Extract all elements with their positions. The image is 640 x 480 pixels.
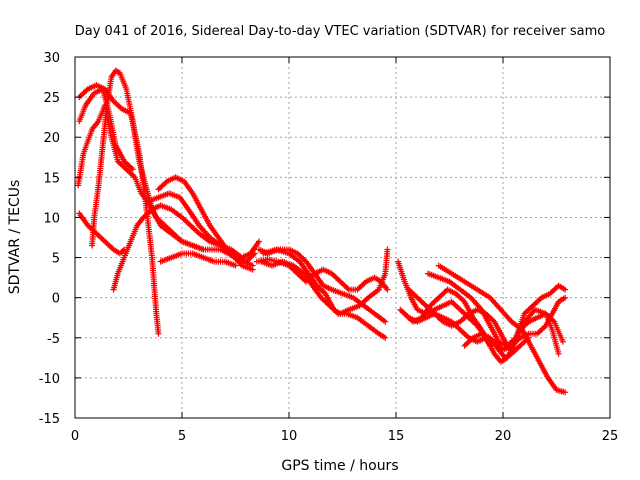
series-markers bbox=[435, 262, 569, 396]
series-arc-19 bbox=[461, 330, 532, 361]
y-tick-label: 30 bbox=[43, 51, 60, 66]
x-tick-label: 0 bbox=[71, 429, 79, 444]
x-tick-label: 25 bbox=[602, 429, 619, 444]
series-line bbox=[78, 83, 160, 334]
chart-title: Day 041 of 2016, Sidereal Day-to-day VTE… bbox=[75, 24, 606, 39]
data-series bbox=[75, 67, 569, 396]
x-tick-label: 15 bbox=[388, 429, 405, 444]
y-tick-label: 0 bbox=[52, 292, 60, 307]
series-line bbox=[438, 264, 566, 394]
y-tick-label: -5 bbox=[47, 332, 60, 347]
y-tick-label: 20 bbox=[43, 131, 60, 146]
y-tick-label: -15 bbox=[39, 412, 60, 427]
series-line bbox=[427, 272, 560, 355]
plot-frame bbox=[74, 56, 611, 419]
x-axis-label: GPS time / hours bbox=[281, 458, 398, 474]
y-tick-label: 5 bbox=[52, 252, 60, 267]
series-line bbox=[463, 332, 530, 360]
series-arc-17 bbox=[425, 270, 562, 357]
series-arc-8 bbox=[144, 190, 256, 273]
x-tick-label: 5 bbox=[178, 429, 186, 444]
y-tick-label: 15 bbox=[43, 171, 60, 186]
x-tick-label: 20 bbox=[495, 429, 512, 444]
y-tick-label: 25 bbox=[43, 91, 60, 106]
series-line bbox=[260, 260, 386, 339]
series-arc-13 bbox=[253, 256, 391, 293]
series-arc-12 bbox=[260, 246, 391, 317]
series-line bbox=[408, 284, 566, 352]
series-arc-18 bbox=[435, 262, 569, 396]
series-arc-5 bbox=[76, 210, 128, 257]
series-arc-6 bbox=[110, 202, 262, 293]
series-markers bbox=[110, 202, 262, 293]
y-tick-labels: -15 -10 -5 0 5 10 15 20 25 30 bbox=[39, 51, 60, 427]
series-line bbox=[256, 258, 389, 291]
series-line bbox=[112, 204, 260, 290]
series-arc-20 bbox=[401, 286, 494, 349]
series-line bbox=[403, 288, 492, 347]
y-axis-label: SDTVAR / TECUs bbox=[7, 180, 23, 295]
series-line bbox=[160, 252, 236, 267]
series-line bbox=[78, 212, 125, 255]
series-arc-4 bbox=[89, 67, 258, 265]
x-tick-labels: 0 5 10 15 20 25 bbox=[71, 429, 618, 444]
series-line bbox=[147, 192, 253, 271]
axis-ticks bbox=[74, 56, 611, 419]
y-tick-label: -10 bbox=[39, 372, 60, 387]
x-tick-label: 10 bbox=[281, 429, 298, 444]
series-line bbox=[263, 248, 389, 315]
grid-lines bbox=[75, 57, 610, 418]
y-tick-label: 10 bbox=[43, 211, 60, 226]
series-line bbox=[91, 69, 256, 263]
series-arc-9 bbox=[157, 250, 239, 269]
